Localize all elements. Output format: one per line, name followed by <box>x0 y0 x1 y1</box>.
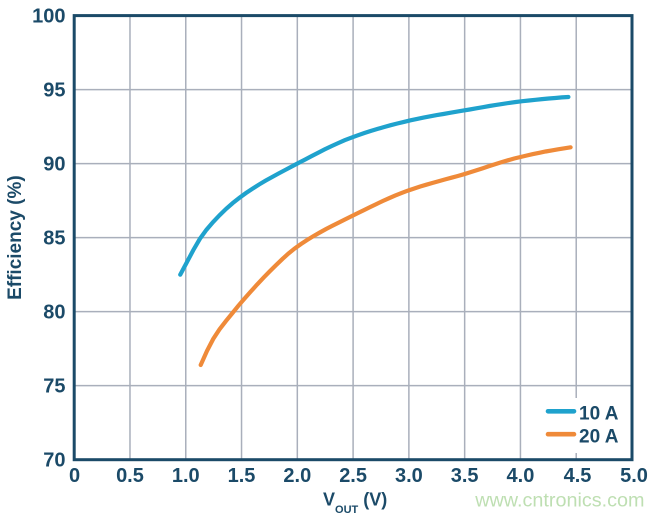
svg-text:3.5: 3.5 <box>451 465 479 487</box>
svg-text:95: 95 <box>43 80 65 102</box>
svg-text:2.0: 2.0 <box>283 465 311 487</box>
svg-text:85: 85 <box>43 228 65 250</box>
svg-text:20 A: 20 A <box>579 426 619 447</box>
svg-text:70: 70 <box>43 450 65 472</box>
svg-text:1.5: 1.5 <box>228 465 256 487</box>
svg-text:80: 80 <box>43 302 65 324</box>
svg-text:0: 0 <box>69 465 80 487</box>
svg-text:Efficiency (%): Efficiency (%) <box>5 175 26 300</box>
svg-text:3.0: 3.0 <box>395 465 423 487</box>
svg-text:90: 90 <box>43 154 65 176</box>
svg-text:1.0: 1.0 <box>172 465 200 487</box>
svg-text:5.0: 5.0 <box>620 465 648 487</box>
svg-text:4.5: 4.5 <box>564 465 592 487</box>
svg-text:www.cntronics.com: www.cntronics.com <box>474 490 644 512</box>
svg-text:2.5: 2.5 <box>339 465 367 487</box>
svg-text:4.0: 4.0 <box>507 465 535 487</box>
svg-text:10 A: 10 A <box>579 404 619 425</box>
svg-text:75: 75 <box>43 376 65 398</box>
svg-text:100: 100 <box>32 6 65 28</box>
svg-text:0.5: 0.5 <box>116 465 144 487</box>
